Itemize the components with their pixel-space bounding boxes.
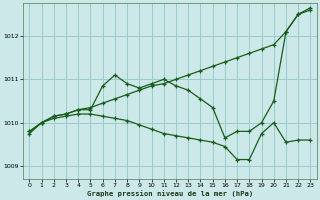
X-axis label: Graphe pression niveau de la mer (hPa): Graphe pression niveau de la mer (hPa) <box>87 190 253 197</box>
